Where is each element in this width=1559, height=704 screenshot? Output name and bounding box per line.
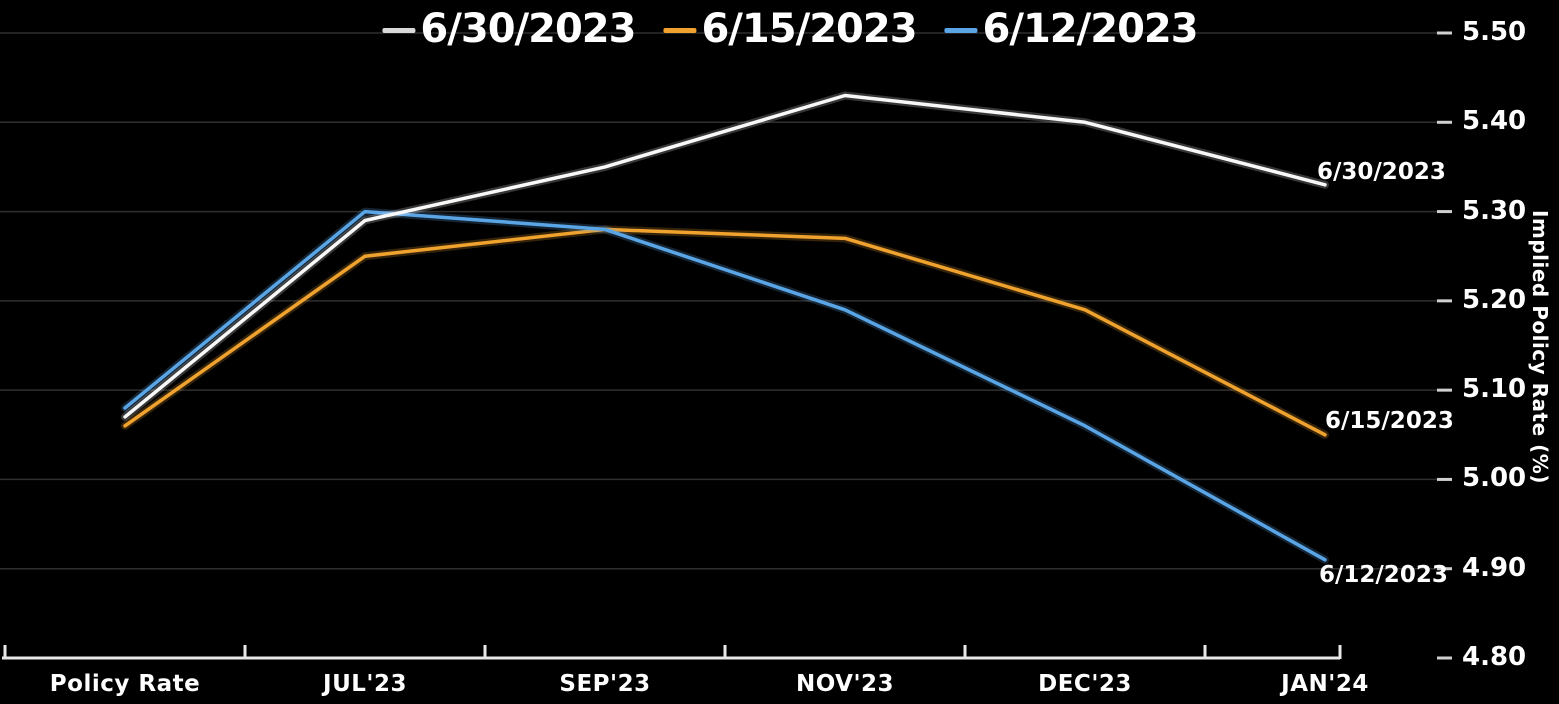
chart-legend: 6/30/2023 6/15/2023 6/12/2023 xyxy=(382,6,1199,52)
y-tick-label: 5.40 xyxy=(1462,106,1527,137)
legend-label: 6/15/2023 xyxy=(701,6,917,52)
x-tick-label: DEC'23 xyxy=(1038,671,1132,697)
legend-item: 6/12/2023 xyxy=(944,6,1199,52)
legend-dash-icon xyxy=(944,28,978,33)
x-tick-label: JUL'23 xyxy=(323,671,407,697)
y-tick-label: 5.00 xyxy=(1462,463,1527,494)
y-tick-label: 5.30 xyxy=(1462,195,1527,226)
series-line xyxy=(123,209,1327,562)
x-tick-label: NOV'23 xyxy=(795,671,895,697)
legend-dash-icon xyxy=(382,28,416,33)
y-axis-title: Implied Policy Rate (%) xyxy=(1528,210,1552,484)
series-line xyxy=(123,227,1327,437)
x-tick-label: Policy Rate xyxy=(49,671,201,697)
legend-item: 6/30/2023 xyxy=(382,6,636,52)
series-line-glow xyxy=(121,207,1329,564)
y-tick-label: 5.20 xyxy=(1462,284,1527,315)
y-tick-label: 4.80 xyxy=(1462,641,1527,672)
x-tick-label: JAN'24 xyxy=(1281,671,1369,697)
legend-label: 6/30/2023 xyxy=(420,6,636,52)
y-tick-label: 5.10 xyxy=(1462,373,1527,404)
x-tick-label: SEP'23 xyxy=(559,671,651,697)
series-end-label: 6/30/2023 xyxy=(1317,158,1446,185)
legend-dash-icon xyxy=(663,28,697,33)
series-line xyxy=(123,93,1327,419)
legend-label: 6/12/2023 xyxy=(982,6,1199,52)
series-end-label: 6/15/2023 xyxy=(1325,407,1454,434)
y-tick-label: 5.50 xyxy=(1462,16,1527,47)
legend-item: 6/15/2023 xyxy=(663,6,918,52)
y-tick-label: 4.90 xyxy=(1462,552,1527,583)
series-end-label: 6/12/2023 xyxy=(1319,561,1448,588)
